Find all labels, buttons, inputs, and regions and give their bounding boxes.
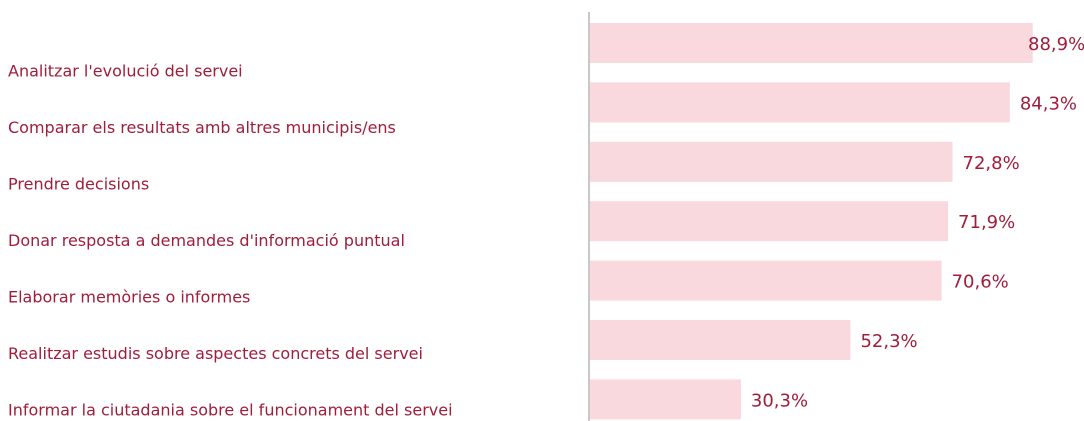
category-label: Donar resposta a demandes d'informació p…: [8, 231, 405, 250]
bar: [590, 23, 1033, 63]
value-label: 70,6%: [952, 272, 1009, 293]
value-label: 84,3%: [1020, 93, 1077, 114]
category-label: Realitzar estudis sobre aspectes concret…: [8, 344, 423, 363]
category-label: Informar la ciutadania sobre el funciona…: [8, 401, 453, 420]
value-label: 88,9%: [1028, 34, 1084, 55]
category-label: Comparar els resultats amb altres munici…: [8, 118, 396, 137]
bar: [590, 379, 741, 420]
bar: [590, 201, 949, 242]
value-label: 71,9%: [958, 212, 1015, 233]
bar: [590, 82, 1010, 123]
value-label: 72,8%: [963, 153, 1020, 174]
value-label: 52,3%: [860, 331, 917, 352]
bar: [590, 320, 851, 360]
bar: [590, 260, 942, 301]
value-label: 30,3%: [751, 390, 808, 411]
category-label: Prendre decisions: [8, 175, 149, 194]
category-label: Analitzar l'evolució del servei: [8, 62, 243, 81]
bar: [590, 141, 953, 182]
category-label: Elaborar memòries o informes: [8, 288, 250, 307]
